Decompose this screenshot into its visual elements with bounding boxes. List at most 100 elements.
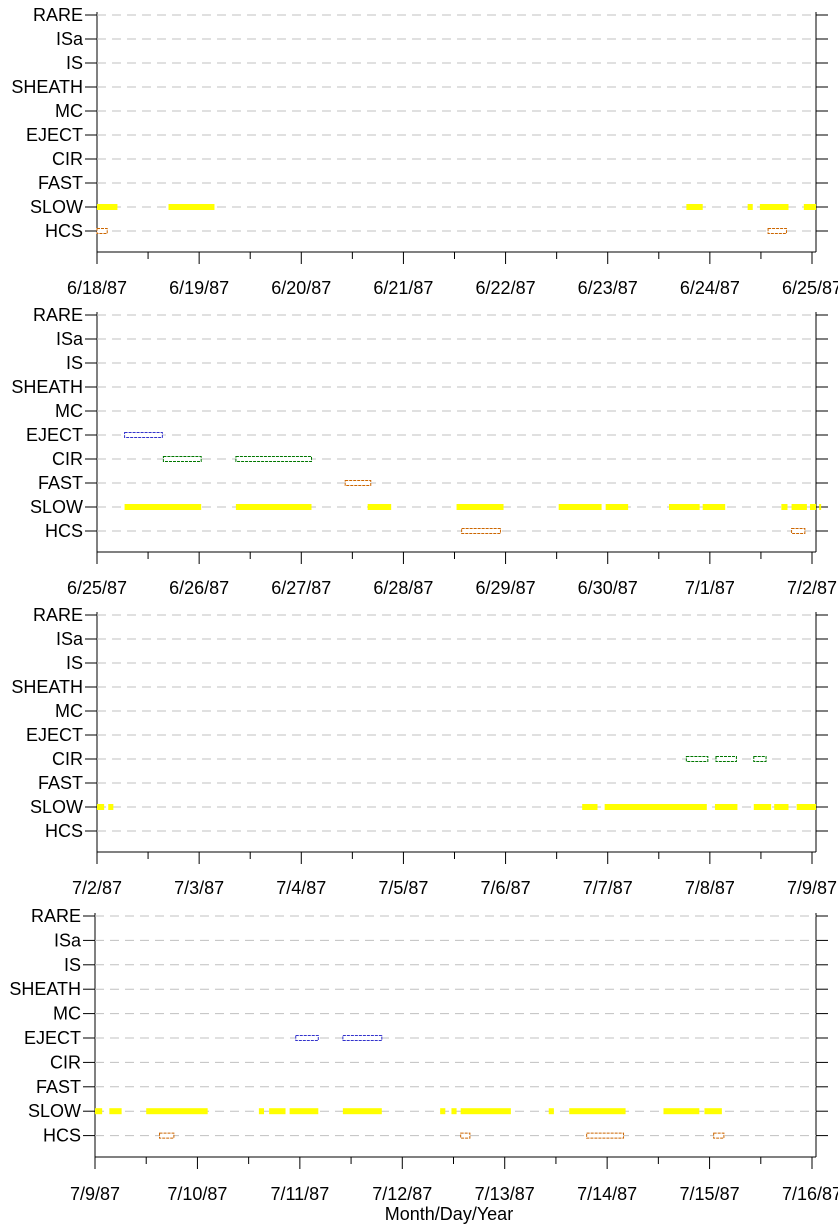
bar-fast	[344, 480, 372, 486]
y-tick-label: IS	[66, 653, 83, 673]
x-tick-label: 7/10/87	[167, 1184, 227, 1204]
bar-eject	[342, 1035, 383, 1041]
bar-hcs	[767, 228, 787, 234]
bar-slow	[460, 1108, 511, 1115]
bar-hcs	[586, 1132, 625, 1139]
x-tick-label: 6/25/87	[782, 278, 838, 298]
y-tick-label: CIR	[52, 449, 83, 469]
y-tick-label: CIR	[52, 749, 83, 769]
y-tick-label: RARE	[31, 906, 81, 926]
x-tick-label: 7/2/87	[72, 878, 122, 898]
bar-slow	[702, 504, 726, 510]
y-tick-label: SLOW	[30, 197, 83, 217]
y-tick-label: ISa	[56, 29, 84, 49]
x-tick-label: 6/19/87	[169, 278, 229, 298]
bar-slow	[258, 1108, 265, 1115]
y-tick-label: IS	[66, 53, 83, 73]
y-tick-label: HCS	[45, 221, 83, 241]
x-tick-label: 6/21/87	[373, 278, 433, 298]
bar-eject	[295, 1035, 319, 1041]
bar-eject	[124, 432, 163, 438]
bar-slow	[686, 204, 703, 210]
y-tick-label: FAST	[38, 473, 83, 493]
bar-cir	[235, 456, 313, 462]
bar-slow	[269, 1108, 286, 1115]
bar-slow	[109, 1108, 122, 1115]
bar-slow	[819, 504, 822, 510]
x-tick-label: 6/30/87	[578, 578, 638, 598]
x-tick-label: 6/23/87	[578, 278, 638, 298]
y-tick-label: SHEATH	[11, 377, 83, 397]
y-tick-label: SHEATH	[11, 677, 83, 697]
y-tick-label: FAST	[38, 173, 83, 193]
x-tick-label: 7/8/87	[685, 878, 735, 898]
x-tick-label: 7/7/87	[583, 878, 633, 898]
bar-slow	[569, 1108, 626, 1115]
y-tick-label: IS	[64, 955, 81, 975]
y-tick-label: EJECT	[24, 1028, 81, 1048]
y-tick-label: CIR	[50, 1052, 81, 1072]
bar-slow	[759, 204, 789, 210]
x-tick-label: 7/9/87	[70, 1184, 120, 1204]
x-tick-label: 6/20/87	[271, 278, 331, 298]
x-tick-label: 6/25/87	[67, 578, 127, 598]
bar-cir	[685, 756, 709, 762]
x-tick-label: 7/12/87	[372, 1184, 432, 1204]
x-tick-label: 7/11/87	[270, 1184, 329, 1204]
bar-hcs	[96, 228, 108, 234]
bar-slow	[803, 204, 816, 210]
y-tick-label: FAST	[36, 1077, 81, 1097]
x-tick-label: 7/15/87	[680, 1184, 740, 1204]
bar-slow	[456, 504, 504, 510]
bar-slow	[95, 1108, 103, 1115]
y-tick-label: EJECT	[26, 125, 83, 145]
x-tick-label: 6/22/87	[476, 278, 536, 298]
bar-slow	[235, 504, 312, 510]
y-tick-label: MC	[55, 101, 83, 121]
x-tick-label: 7/5/87	[378, 878, 428, 898]
panel-2: RARE ISa IS SHEATH MC EJECT CIR FAST SLOW HCS 6/25…	[11, 305, 837, 598]
x-tick-label: 7/1/87	[685, 578, 735, 598]
bar-slow	[663, 1108, 700, 1115]
y-tick-label: SLOW	[30, 797, 83, 817]
panel-4: RARE ISa IS SHEATH MC EJECT CIR FAST SLOW HCS 7/9/…	[9, 906, 838, 1224]
bar-slow	[558, 504, 602, 510]
y-tick-label: EJECT	[26, 725, 83, 745]
y-tick-label: FAST	[38, 773, 83, 793]
x-tick-label: 7/9/87	[787, 878, 837, 898]
y-tick-label: SHEATH	[11, 77, 83, 97]
bar-slow	[146, 1108, 208, 1115]
panel-3: RARE ISa IS SHEATH MC EJECT CIR FAST SLOW HCS 7/2/…	[11, 605, 837, 898]
y-tick-label: IS	[66, 353, 83, 373]
bar-slow	[669, 504, 700, 510]
x-tick-label: 6/29/87	[476, 578, 536, 598]
bar-slow	[809, 504, 816, 510]
bar-slow	[367, 504, 392, 510]
bar-hcs	[791, 528, 806, 534]
x-tick-label: 7/2/87	[787, 578, 837, 598]
bar-slow	[753, 804, 772, 810]
bar-slow	[124, 504, 202, 510]
bar-cir	[715, 756, 737, 762]
bar-cir	[162, 456, 202, 462]
x-tick-label: 7/14/87	[577, 1184, 637, 1204]
panel-1: RARE ISa IS SHEATH MC EJECT CIR FAST SLOW HCS 6/18…	[11, 5, 838, 298]
x-tick-label: 7/16/87	[782, 1184, 838, 1204]
y-tick-label: RARE	[33, 5, 83, 25]
y-tick-label: SHEATH	[9, 979, 81, 999]
x-axis-label: Month/Day/Year	[385, 1204, 513, 1224]
y-tick-label: MC	[55, 701, 83, 721]
y-tick-label: HCS	[45, 821, 83, 841]
bar-slow	[704, 1108, 722, 1115]
x-tick-label: 6/28/87	[373, 578, 433, 598]
y-tick-label: SLOW	[30, 497, 83, 517]
bar-slow	[97, 204, 118, 210]
bar-slow	[440, 1108, 446, 1115]
bar-slow	[605, 504, 629, 510]
bar-slow	[451, 1108, 457, 1115]
y-tick-label: HCS	[43, 1126, 81, 1146]
x-tick-label: 7/4/87	[276, 878, 326, 898]
bar-slow	[747, 204, 753, 210]
bar-slow	[796, 804, 816, 810]
